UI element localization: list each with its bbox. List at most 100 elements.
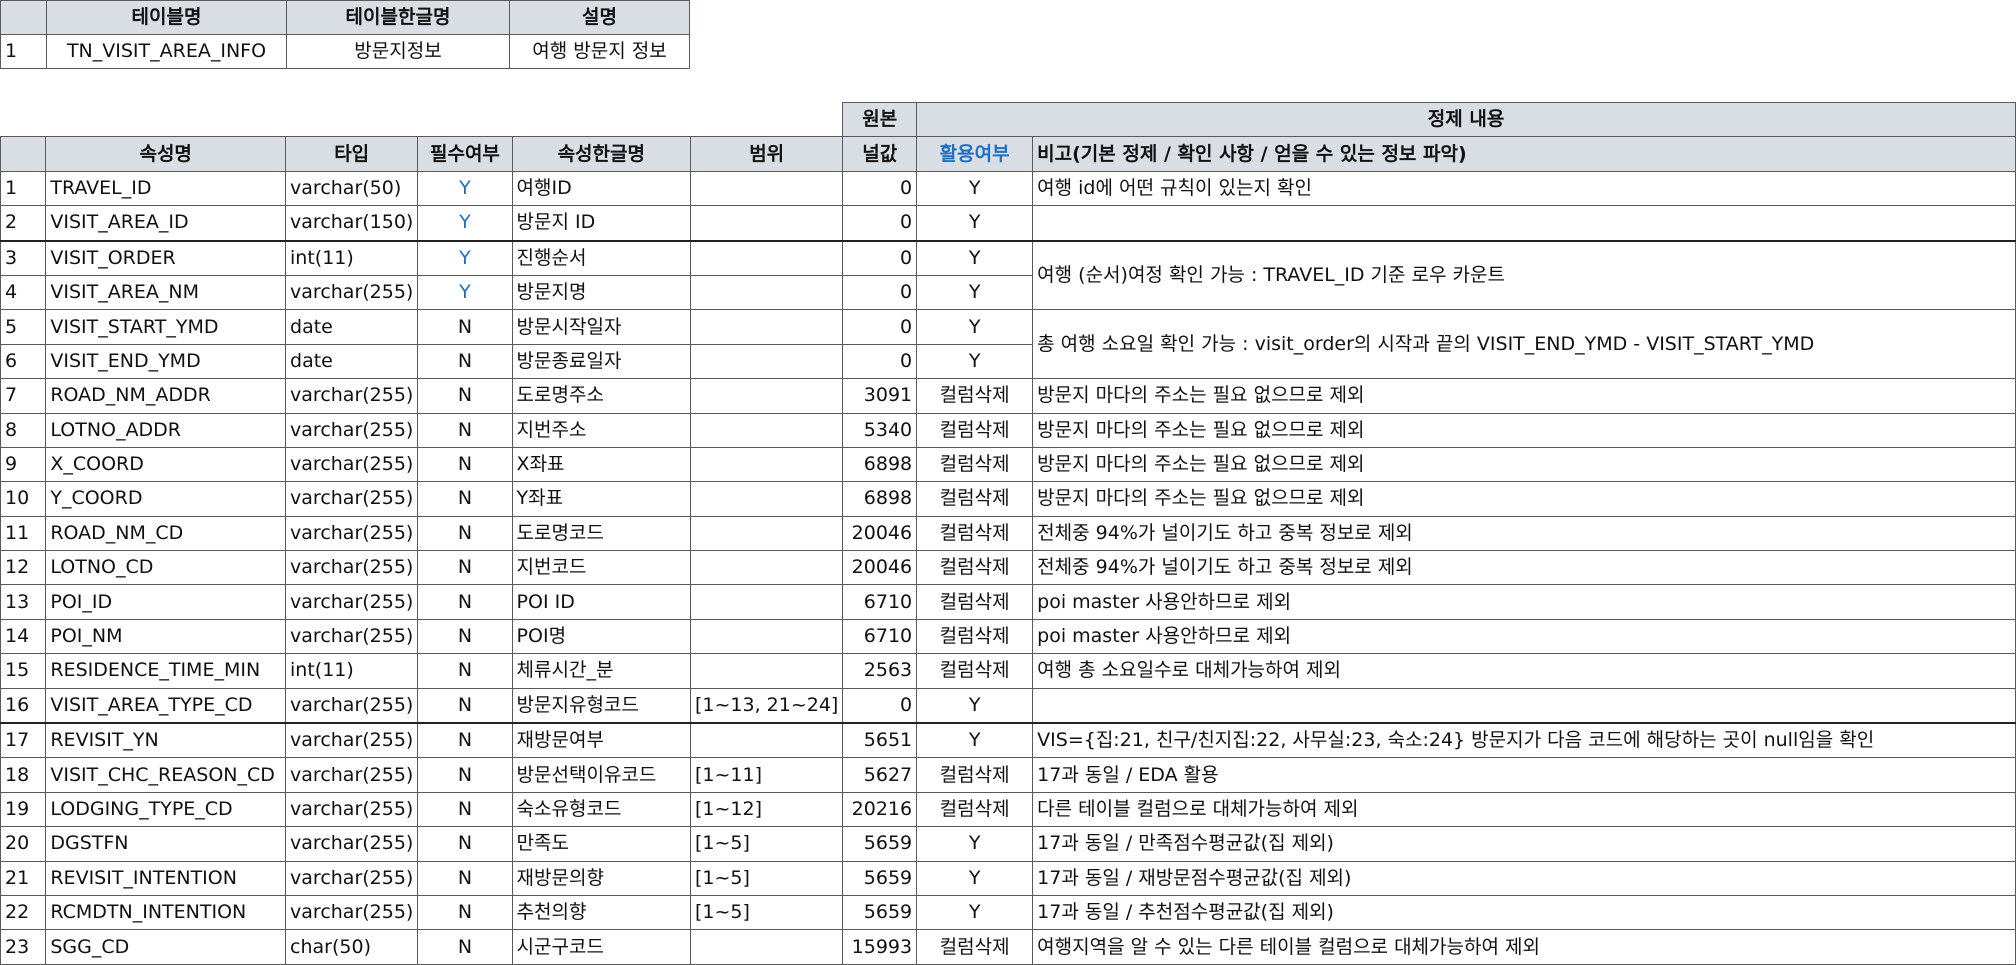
row-number: 19	[0, 791, 47, 828]
row-number: 6	[0, 343, 47, 380]
attr-required: N	[417, 618, 513, 655]
attr-type: date	[285, 309, 419, 345]
table-row: 15 RESIDENCE_TIME_MIN int(11) N 체류시간_분 2563 컬럼…	[0, 653, 2016, 689]
attr-usage: Y	[916, 687, 1034, 724]
row-number: 1	[0, 170, 47, 207]
row-number: 14	[0, 618, 47, 655]
attr-null-count: 15993	[842, 929, 918, 965]
attr-name: Y_COORD	[45, 481, 287, 517]
attr-required: N	[417, 412, 513, 448]
attr-usage: 컬럼삭제	[916, 618, 1034, 655]
table-info-header-korean-name: 테이블한글명	[286, 0, 510, 35]
attr-type: varchar(255)	[285, 584, 419, 620]
attr-range	[689, 239, 844, 276]
attr-type: varchar(50)	[285, 170, 419, 207]
row-number: 18	[0, 757, 47, 793]
table-row: 18 VISIT_CHC_REASON_CD varchar(255) N 방문선택이유…	[0, 757, 2016, 793]
attr-usage: Y	[916, 205, 1034, 242]
attr-name: RESIDENCE_TIME_MIN	[45, 653, 287, 689]
attr-note: 총 여행 소요일 확인 가능 : visit_order의 시작과 끝의 VIS…	[1032, 309, 2016, 380]
attr-type: varchar(255)	[285, 550, 419, 586]
group-header-row: 원본 정제 내용	[1, 101, 2016, 138]
table-row: 10 Y_COORD varchar(255) N Y좌표 6898 컬럼삭제 방문지 마다의…	[0, 481, 2016, 517]
attr-name: REVISIT_INTENTION	[45, 860, 287, 896]
row-number: 16	[0, 687, 47, 724]
attr-null-count: 0	[842, 687, 918, 724]
attr-name: VISIT_START_YMD	[45, 309, 287, 345]
attr-null-count: 0	[842, 205, 918, 242]
attr-range	[689, 412, 844, 448]
attr-note: 여행 id에 어떤 규칙이 있는지 확인	[1032, 170, 2016, 207]
attr-null-count: 3091	[842, 378, 918, 414]
attr-note: 전체중 94%가 널이기도 하고 중복 정보로 제외	[1032, 550, 2016, 586]
attr-type: varchar(150)	[285, 205, 419, 242]
attr-name: VISIT_ORDER	[45, 239, 287, 276]
column-header-type: 타입	[285, 136, 419, 172]
table-row: 8 LOTNO_ADDR varchar(255) N 지번주소 5340 컬럼삭제 방문지 …	[0, 412, 2016, 448]
row-number: 20	[0, 826, 47, 862]
table-row: 4 VISIT_AREA_NM varchar(255) Y 방문지명 0 Y	[0, 274, 2016, 311]
attr-range	[689, 446, 844, 483]
attr-korean-name: 숙소유형코드	[511, 791, 691, 828]
attr-usage: Y	[916, 309, 1034, 345]
attr-null-count: 0	[842, 274, 918, 311]
table-info-no: 1	[0, 34, 47, 69]
table-info-header-row: 테이블명 테이블한글명 설명	[0, 0, 690, 35]
attr-korean-name: 방문종료일자	[511, 343, 691, 380]
attr-usage: Y	[916, 170, 1034, 207]
attr-usage: 컬럼삭제	[916, 791, 1034, 828]
row-number: 4	[0, 274, 47, 311]
attr-required: N	[417, 894, 513, 931]
attr-required: N	[417, 309, 513, 345]
attr-range	[689, 309, 844, 345]
column-header-range: 범위	[689, 136, 844, 172]
attr-null-count: 5659	[842, 860, 918, 896]
attr-range: [1~5]	[689, 826, 844, 862]
attr-range	[689, 653, 844, 689]
attr-type: varchar(255)	[285, 446, 419, 483]
attr-type: varchar(255)	[285, 378, 419, 414]
attr-required: N	[417, 378, 513, 414]
table-info-header-no	[0, 0, 47, 35]
attr-note: 방문지 마다의 주소는 필요 없으므로 제외	[1032, 446, 2016, 483]
attr-korean-name: 방문지명	[511, 274, 691, 311]
attr-korean-name: 체류시간_분	[511, 653, 691, 689]
column-header-usage: 활용여부	[916, 136, 1034, 172]
attr-range	[689, 618, 844, 655]
attr-range: [1~5]	[689, 860, 844, 896]
attr-name: VISIT_END_YMD	[45, 343, 287, 380]
attr-note	[1032, 687, 2016, 724]
attr-range	[689, 170, 844, 207]
attr-range	[689, 515, 844, 552]
table-info-korean-name: 방문지정보	[286, 34, 510, 69]
attr-name: RCMDTN_INTENTION	[45, 894, 287, 931]
attr-usage: 컬럼삭제	[916, 378, 1034, 414]
attr-type: varchar(255)	[285, 757, 419, 793]
attr-type: varchar(255)	[285, 826, 419, 862]
attr-korean-name: POI ID	[511, 584, 691, 620]
attr-name: LOTNO_ADDR	[45, 412, 287, 448]
attr-null-count: 5651	[842, 722, 918, 759]
attr-null-count: 6898	[842, 446, 918, 483]
row-number: 3	[0, 239, 47, 276]
attr-note	[1032, 205, 2016, 242]
attr-type: varchar(255)	[285, 481, 419, 517]
attr-type: int(11)	[285, 239, 419, 276]
attr-korean-name: X좌표	[511, 446, 691, 483]
attr-usage: Y	[916, 274, 1034, 311]
attr-usage: Y	[916, 239, 1034, 276]
attr-type: varchar(255)	[285, 791, 419, 828]
column-header-attr-name: 속성명	[45, 136, 287, 172]
table-info-row: 1 TN_VISIT_AREA_INFO 방문지정보 여행 방문지 정보	[0, 34, 690, 69]
attr-korean-name: 도로명코드	[511, 515, 691, 552]
table-row: 14 POI_NM varchar(255) N POI명 6710 컬럼삭제 poi mas…	[0, 618, 2016, 655]
attr-usage: Y	[916, 343, 1034, 380]
attr-korean-name: 진행순서	[511, 239, 691, 276]
attr-range	[689, 584, 844, 620]
attr-null-count: 2563	[842, 653, 918, 689]
row-number: 10	[0, 481, 47, 517]
column-header-nulls: 널값	[842, 136, 918, 172]
attr-required: N	[417, 481, 513, 517]
attr-note: 방문지 마다의 주소는 필요 없으므로 제외	[1032, 378, 2016, 414]
attr-note: 여행 (순서)여정 확인 가능 : TRAVEL_ID 기준 로우 카운트	[1032, 239, 2016, 311]
